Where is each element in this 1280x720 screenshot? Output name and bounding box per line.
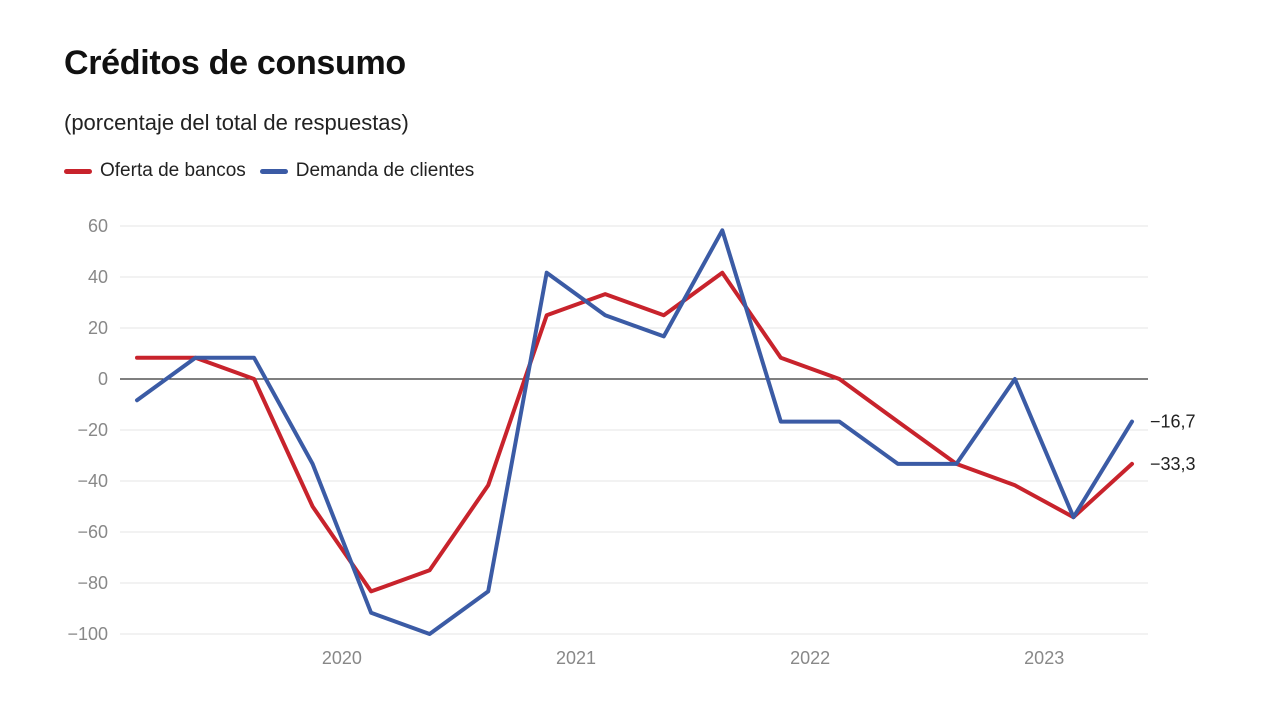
- y-tick-label: 60: [88, 216, 108, 236]
- chart-title: Créditos de consumo: [64, 44, 406, 82]
- x-tick-label: 2023: [1024, 648, 1064, 668]
- chart-subtitle: (porcentaje del total de respuestas): [64, 110, 409, 135]
- legend: Oferta de bancos Demanda de clientes: [64, 160, 488, 182]
- legend-label-oferta: Oferta de bancos: [100, 160, 246, 181]
- x-tick-label: 2020: [322, 648, 362, 668]
- x-tick-label: 2022: [790, 648, 830, 668]
- y-tick-label: 20: [88, 318, 108, 338]
- y-tick-label: −20: [77, 420, 108, 440]
- end-label-demanda: −16,7: [1150, 412, 1196, 432]
- y-tick-label: 40: [88, 267, 108, 287]
- end-label-oferta: −33,3: [1150, 454, 1196, 474]
- series-line-oferta: [135, 270, 1134, 594]
- legend-swatch-demanda: [259, 168, 288, 174]
- y-tick-label: −100: [67, 624, 108, 644]
- legend-label-demanda: Demanda de clientes: [295, 160, 475, 181]
- y-tick-label: −80: [77, 573, 108, 593]
- legend-swatch-oferta: [64, 168, 92, 174]
- legend-item-oferta: Oferta de bancos: [64, 160, 246, 182]
- legend-item-demanda: Demanda de clientes: [259, 160, 475, 182]
- series-line-demanda: [135, 228, 1134, 636]
- x-tick-label: 2021: [556, 648, 596, 668]
- y-tick-label: 0: [98, 369, 108, 389]
- y-tick-label: −40: [77, 471, 108, 491]
- y-tick-label: −60: [77, 522, 108, 542]
